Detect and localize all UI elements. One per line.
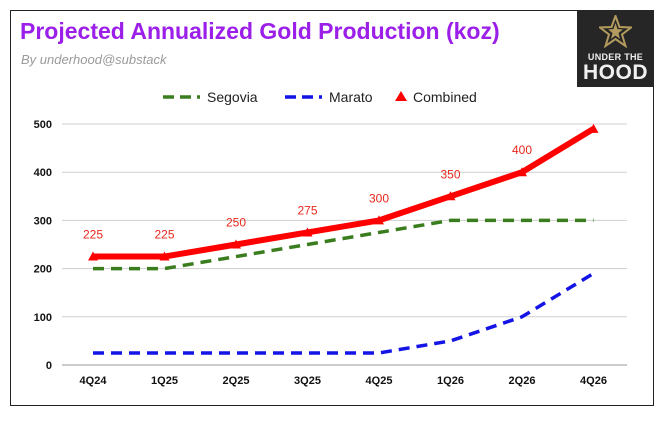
combined-marker (231, 239, 241, 249)
data-labels: 225 225 250 275 300 350 400 (83, 143, 532, 241)
x-tick-label: 1Q26 (437, 375, 464, 387)
data-label: 300 (369, 191, 389, 205)
legend-label: Segovia (207, 89, 258, 105)
x-tick-label: 4Q26 (580, 375, 607, 387)
combined-marker (302, 227, 313, 237)
chart-title: Projected Annualized Gold Production (ko… (20, 18, 500, 44)
x-axis-ticks: 4Q24 1Q25 2Q25 3Q25 4Q25 1Q26 2Q26 4Q26 (80, 375, 607, 387)
logo-text-top: UNDER THE (587, 52, 644, 62)
x-tick-label: 3Q25 (294, 375, 321, 387)
combined-marker (445, 191, 456, 201)
combined-markers (88, 123, 599, 261)
star-mark-icon (599, 15, 632, 48)
legend-item-marato: Marato (285, 89, 373, 105)
data-label: 400 (512, 143, 532, 157)
y-tick-label: 500 (34, 119, 52, 131)
combined-marker (88, 251, 98, 261)
combined-marker (159, 251, 170, 261)
chart-subtitle: By underhood@substack (21, 52, 167, 67)
legend: Segovia Marato Combined (163, 89, 477, 105)
data-label: 350 (440, 167, 460, 181)
x-tick-label: 1Q25 (151, 375, 178, 387)
combined-marker (588, 123, 599, 133)
legend-swatch (395, 91, 407, 101)
x-tick-label: 2Q26 (509, 375, 536, 387)
legend-item-combined: Combined (395, 89, 477, 105)
legend-label: Combined (413, 89, 477, 105)
data-label: 275 (297, 203, 317, 217)
legend-item-segovia: Segovia (163, 89, 258, 105)
y-axis-ticks: 0 100 200 300 400 500 (34, 119, 52, 372)
data-label: 225 (154, 228, 174, 242)
series-lines (93, 126, 596, 355)
brand-logo: UNDER THE HOOD (577, 10, 654, 87)
x-tick-label: 4Q24 (80, 375, 108, 387)
x-tick-label: 2Q25 (223, 375, 250, 387)
legend-label: Marato (329, 89, 373, 105)
y-tick-label: 400 (34, 167, 52, 179)
series-combined-line (93, 126, 596, 260)
combined-marker (374, 215, 384, 225)
y-tick-label: 0 (46, 360, 52, 372)
combined-marker (517, 167, 527, 177)
y-tick-label: 200 (34, 264, 52, 276)
data-label: 225 (83, 228, 103, 242)
y-tick-label: 100 (34, 312, 52, 324)
series-segovia-line (93, 218, 594, 271)
logo-text-bottom: HOOD (583, 61, 648, 84)
data-label: 250 (226, 216, 246, 230)
x-tick-label: 4Q25 (366, 375, 393, 387)
series-marato-line (93, 271, 595, 355)
y-tick-label: 300 (34, 215, 52, 227)
chart-frame (10, 10, 654, 406)
